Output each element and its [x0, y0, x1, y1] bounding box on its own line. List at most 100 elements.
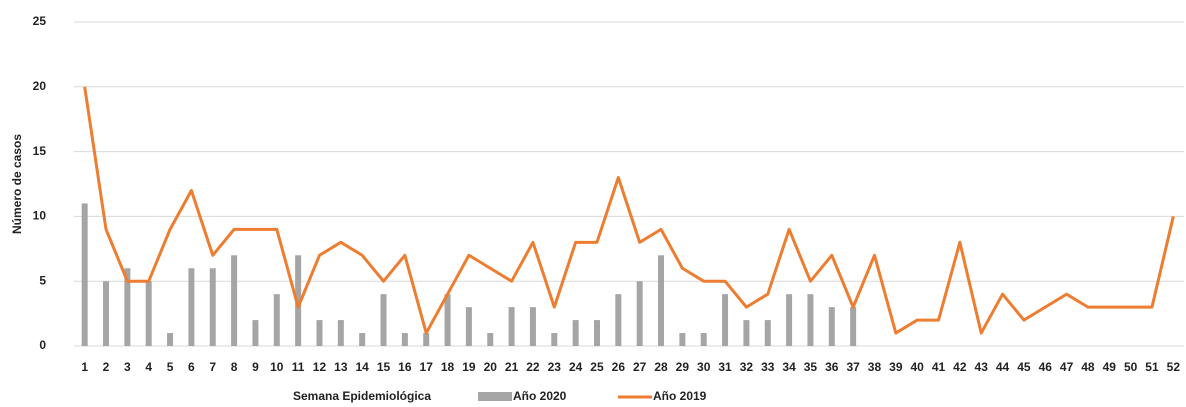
bar [807, 294, 814, 346]
x-tick-label: 8 [231, 360, 238, 374]
bar [722, 294, 729, 346]
bar [401, 333, 408, 346]
x-tick-label: 14 [355, 360, 369, 374]
bar [231, 255, 238, 346]
x-tick-label: 19 [462, 360, 476, 374]
x-tick-label: 41 [932, 360, 946, 374]
bar [764, 320, 771, 346]
x-tick-label: 2 [103, 360, 110, 374]
x-tick-label: 16 [398, 360, 412, 374]
x-tick-label: 37 [846, 360, 860, 374]
x-tick-label: 7 [209, 360, 216, 374]
bar [700, 333, 707, 346]
x-tick-label: 28 [654, 360, 668, 374]
x-tick-label: 43 [975, 360, 989, 374]
x-tick-label: 31 [718, 360, 732, 374]
bar [423, 333, 430, 346]
x-tick-label: 18 [441, 360, 455, 374]
x-tick-label: 44 [996, 360, 1010, 374]
x-tick-label: 1 [81, 360, 88, 374]
bar [636, 281, 643, 346]
x-tick-label: 10 [270, 360, 284, 374]
x-tick-label: 40 [910, 360, 924, 374]
x-tick-label: 48 [1081, 360, 1095, 374]
x-tick-label: 32 [740, 360, 754, 374]
x-tick-label: 12 [313, 360, 327, 374]
x-tick-label: 50 [1124, 360, 1138, 374]
x-tick-label: 6 [188, 360, 195, 374]
bar [167, 333, 174, 346]
x-tick-label: 3 [124, 360, 131, 374]
y-tick-label: 0 [39, 338, 46, 352]
bar [828, 307, 835, 346]
bar [679, 333, 686, 346]
x-tick-label: 15 [377, 360, 391, 374]
bar [850, 307, 857, 346]
bar [551, 333, 558, 346]
x-tick-label: 13 [334, 360, 348, 374]
y-tick-label: 20 [33, 79, 47, 93]
legend-label: Año 2020 [513, 389, 567, 403]
bar [316, 320, 323, 346]
y-axis-label: Número de casos [10, 134, 24, 234]
x-tick-label: 38 [868, 360, 882, 374]
bar [743, 320, 750, 346]
bar [658, 255, 665, 346]
bar [188, 268, 195, 346]
bar [81, 203, 88, 346]
x-tick-label: 4 [145, 360, 152, 374]
y-tick-label: 25 [33, 14, 47, 28]
x-tick-label: 23 [548, 360, 562, 374]
bar [103, 281, 110, 346]
bar [295, 255, 302, 346]
x-tick-label: 47 [1060, 360, 1074, 374]
x-tick-label: 26 [612, 360, 626, 374]
y-tick-label: 15 [33, 144, 47, 158]
x-tick-label: 39 [889, 360, 903, 374]
x-tick-label: 5 [167, 360, 174, 374]
bar [124, 268, 131, 346]
bar [786, 294, 793, 346]
x-tick-label: 30 [697, 360, 711, 374]
bar [145, 281, 152, 346]
x-tick-label: 36 [825, 360, 839, 374]
bar [615, 294, 622, 346]
x-tick-label: 25 [590, 360, 604, 374]
x-tick-label: 20 [484, 360, 498, 374]
x-tick-label: 17 [420, 360, 434, 374]
bar [359, 333, 366, 346]
bar [529, 307, 536, 346]
line [83, 86, 1175, 335]
bar [252, 320, 259, 346]
x-tick-label: 29 [676, 360, 690, 374]
legend-label: Año 2019 [653, 389, 707, 403]
x-tick-label: 49 [1103, 360, 1117, 374]
x-tick-label: 33 [761, 360, 775, 374]
bar [380, 294, 387, 346]
x-tick-label: 51 [1145, 360, 1159, 374]
bar [209, 268, 216, 346]
x-tick-label: 24 [569, 360, 583, 374]
bar [487, 333, 494, 346]
bar [337, 320, 344, 346]
x-tick-label: 11 [292, 360, 305, 374]
x-tick-label: 45 [1017, 360, 1031, 374]
y-tick-label: 5 [39, 273, 46, 287]
x-tick-label: 9 [252, 360, 259, 374]
x-tick-label: 52 [1167, 360, 1181, 374]
bar [593, 320, 600, 346]
bar [273, 294, 280, 346]
bar [572, 320, 579, 346]
x-tick-label: 42 [953, 360, 967, 374]
bar [444, 294, 451, 346]
x-tick-label: 22 [526, 360, 540, 374]
x-tick-label: 46 [1039, 360, 1053, 374]
x-axis-label: Semana Epidemiológica [293, 389, 431, 403]
bar [465, 307, 472, 346]
x-tick-label: 35 [804, 360, 818, 374]
legend-swatch [478, 392, 512, 401]
x-tick-label: 27 [633, 360, 647, 374]
bar [508, 307, 515, 346]
x-tick-label: 21 [505, 360, 519, 374]
